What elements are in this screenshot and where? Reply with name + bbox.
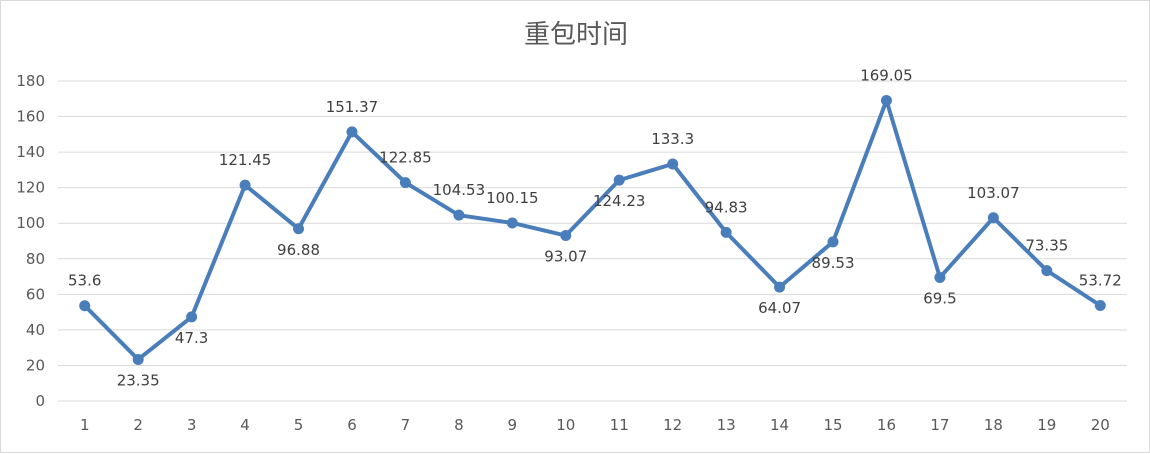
x-tick-label: 20	[1091, 416, 1110, 434]
data-labels: 53.6 23.35 47.3 121.45 96.88 151.37 122.85104.…	[68, 66, 1122, 389]
x-tick-label: 11	[610, 416, 629, 434]
y-tick-label: 120	[16, 179, 45, 197]
series-layer	[79, 94, 1106, 365]
x-tick-label: 5	[294, 416, 304, 434]
data-point	[560, 230, 572, 242]
y-tick-label: 180	[16, 72, 45, 90]
data-point	[346, 126, 358, 138]
data-point	[453, 209, 465, 221]
data-label: 169.05	[860, 66, 913, 84]
x-tick-label: 15	[823, 416, 842, 434]
x-tick-label: 10	[556, 416, 575, 434]
data-point	[667, 158, 679, 170]
x-tick-label: 17	[930, 416, 949, 434]
data-point	[1041, 265, 1053, 277]
y-tick-label: 0	[35, 392, 45, 410]
data-label: 104.53	[433, 181, 486, 199]
y-tick-label: 160	[16, 108, 45, 126]
data-point	[399, 177, 411, 189]
data-label: 69.5	[923, 289, 956, 307]
data-point	[239, 179, 251, 191]
data-point	[720, 226, 732, 238]
x-tick-label: 19	[1037, 416, 1056, 434]
y-tick-label: 100	[16, 214, 45, 232]
gridlines	[58, 80, 1127, 402]
y-tick-label: 140	[16, 143, 45, 161]
data-point	[934, 271, 946, 283]
data-label: 89.53	[812, 254, 855, 272]
data-label: 100.15	[486, 189, 539, 207]
x-tick-label: 8	[454, 416, 464, 434]
data-point	[1094, 299, 1106, 311]
data-point	[880, 94, 892, 106]
data-label: 124.23	[593, 192, 646, 210]
data-point	[987, 212, 999, 224]
y-axis-tick-labels: 0 20 40 60 80 100 120 140 160 180	[16, 72, 45, 410]
x-axis-tick-labels: 1 2 3 4 5 6 7 8 9 10 11 12 13 14 15 16 17 18 19 20	[80, 416, 1110, 434]
data-point	[774, 281, 786, 293]
x-tick-label: 13	[717, 416, 736, 434]
data-point	[186, 311, 198, 323]
data-point	[293, 223, 305, 235]
x-tick-label: 2	[133, 416, 143, 434]
data-label: 103.07	[967, 184, 1020, 202]
data-label: 53.72	[1079, 271, 1122, 289]
data-label: 96.88	[277, 241, 320, 259]
data-label: 47.3	[175, 329, 208, 347]
y-tick-label: 20	[26, 356, 45, 374]
x-tick-label: 18	[984, 416, 1003, 434]
data-point	[132, 353, 144, 365]
data-point	[506, 217, 518, 229]
y-tick-label: 40	[26, 321, 45, 339]
data-label: 64.07	[758, 299, 801, 317]
chart-title: 重包时间	[524, 20, 628, 50]
data-label: 121.45	[219, 151, 272, 169]
data-label: 73.35	[1025, 237, 1068, 255]
x-tick-label: 16	[877, 416, 896, 434]
data-label: 93.07	[544, 248, 587, 266]
y-tick-label: 60	[26, 285, 45, 303]
data-label: 53.6	[68, 272, 101, 290]
x-tick-label: 3	[187, 416, 197, 434]
x-tick-label: 12	[663, 416, 682, 434]
data-point	[79, 300, 91, 312]
x-tick-label: 9	[508, 416, 518, 434]
data-label: 122.85	[379, 149, 432, 167]
x-tick-label: 6	[347, 416, 357, 434]
data-point	[613, 174, 625, 186]
data-label: 151.37	[326, 98, 379, 116]
y-tick-label: 80	[26, 250, 45, 268]
x-tick-label: 7	[401, 416, 411, 434]
data-label: 23.35	[117, 371, 160, 389]
x-tick-label: 4	[240, 416, 250, 434]
data-point	[827, 236, 839, 248]
x-tick-label: 1	[80, 416, 90, 434]
data-label: 133.3	[651, 130, 694, 148]
series-line	[82, 98, 1103, 362]
x-tick-label: 14	[770, 416, 789, 434]
data-label: 94.83	[705, 198, 748, 216]
